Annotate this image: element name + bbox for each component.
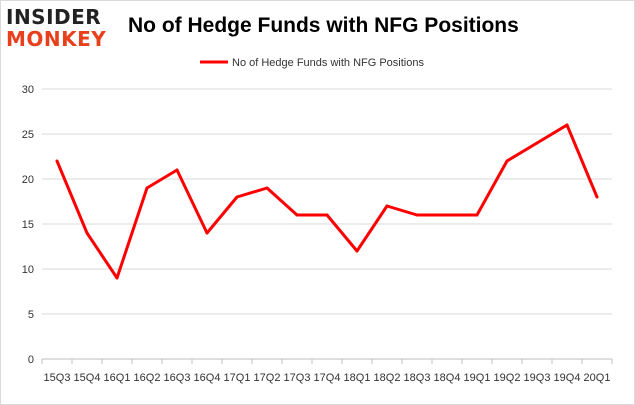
logo-line-2: MONKEY xyxy=(6,27,107,51)
x-tick-labels: 15Q3 15Q4 16Q1 16Q2 16Q3 16Q4 17Q1 17Q2 17Q3 17Q4… xyxy=(44,372,611,384)
x-tick-label: 19Q3 xyxy=(524,372,551,384)
data-point xyxy=(175,168,179,172)
x-tick-label: 16Q2 xyxy=(134,372,161,384)
x-tick-label: 18Q2 xyxy=(374,372,401,384)
data-point xyxy=(415,213,419,217)
x-tick-label: 18Q4 xyxy=(434,372,461,384)
data-point xyxy=(205,231,209,235)
data-point xyxy=(145,186,149,190)
logo-line-1: INSIDER xyxy=(6,5,102,29)
y-tick-label: 5 xyxy=(28,309,34,321)
x-tick-label: 19Q4 xyxy=(554,372,581,384)
grid-lines xyxy=(41,88,613,364)
data-point xyxy=(235,195,239,199)
data-point xyxy=(115,276,119,280)
data-point xyxy=(295,213,299,217)
x-tick-label: 19Q1 xyxy=(464,372,491,384)
x-tick-label: 19Q2 xyxy=(494,372,521,384)
x-tick-label: 16Q1 xyxy=(104,372,131,384)
y-tick-label: 20 xyxy=(22,174,34,186)
y-tick-label: 30 xyxy=(22,84,34,96)
x-tick-label: 16Q4 xyxy=(194,372,221,384)
x-tick-label: 17Q4 xyxy=(314,372,341,384)
y-tick-labels: 0 5 10 15 20 25 30 xyxy=(22,84,34,366)
x-tick-label: 18Q3 xyxy=(404,372,431,384)
y-tick-label: 25 xyxy=(22,129,34,141)
series-line-0 xyxy=(55,123,599,280)
data-point xyxy=(355,249,359,253)
data-point xyxy=(595,195,599,199)
data-point xyxy=(505,159,509,163)
legend: No of Hedge Funds with NFG Positions xyxy=(200,57,424,69)
data-point xyxy=(565,123,569,127)
series-layer xyxy=(55,123,599,280)
data-point xyxy=(265,186,269,190)
chart-title: No of Hedge Funds with NFG Positions xyxy=(128,14,519,37)
x-tick-label: 15Q4 xyxy=(74,372,101,384)
y-tick-label: 0 xyxy=(28,354,34,366)
data-point xyxy=(535,141,539,145)
x-tick-label: 20Q1 xyxy=(584,372,611,384)
x-tick-label: 17Q1 xyxy=(224,372,251,384)
data-point xyxy=(385,204,389,208)
x-tick-label: 17Q3 xyxy=(284,372,311,384)
x-tick-label: 18Q1 xyxy=(344,372,371,384)
insider-monkey-logo: INSIDER MONKEY xyxy=(6,6,116,52)
data-point xyxy=(55,159,59,163)
data-point xyxy=(475,213,479,217)
data-point xyxy=(325,213,329,217)
data-point xyxy=(85,231,89,235)
y-tick-label: 15 xyxy=(22,219,34,231)
legend-label: No of Hedge Funds with NFG Positions xyxy=(232,57,424,69)
x-tick-label: 16Q3 xyxy=(164,372,191,384)
x-tick-label: 15Q3 xyxy=(44,372,71,384)
data-point xyxy=(445,213,449,217)
y-tick-label: 10 xyxy=(22,264,34,276)
x-tick-label: 17Q2 xyxy=(254,372,281,384)
